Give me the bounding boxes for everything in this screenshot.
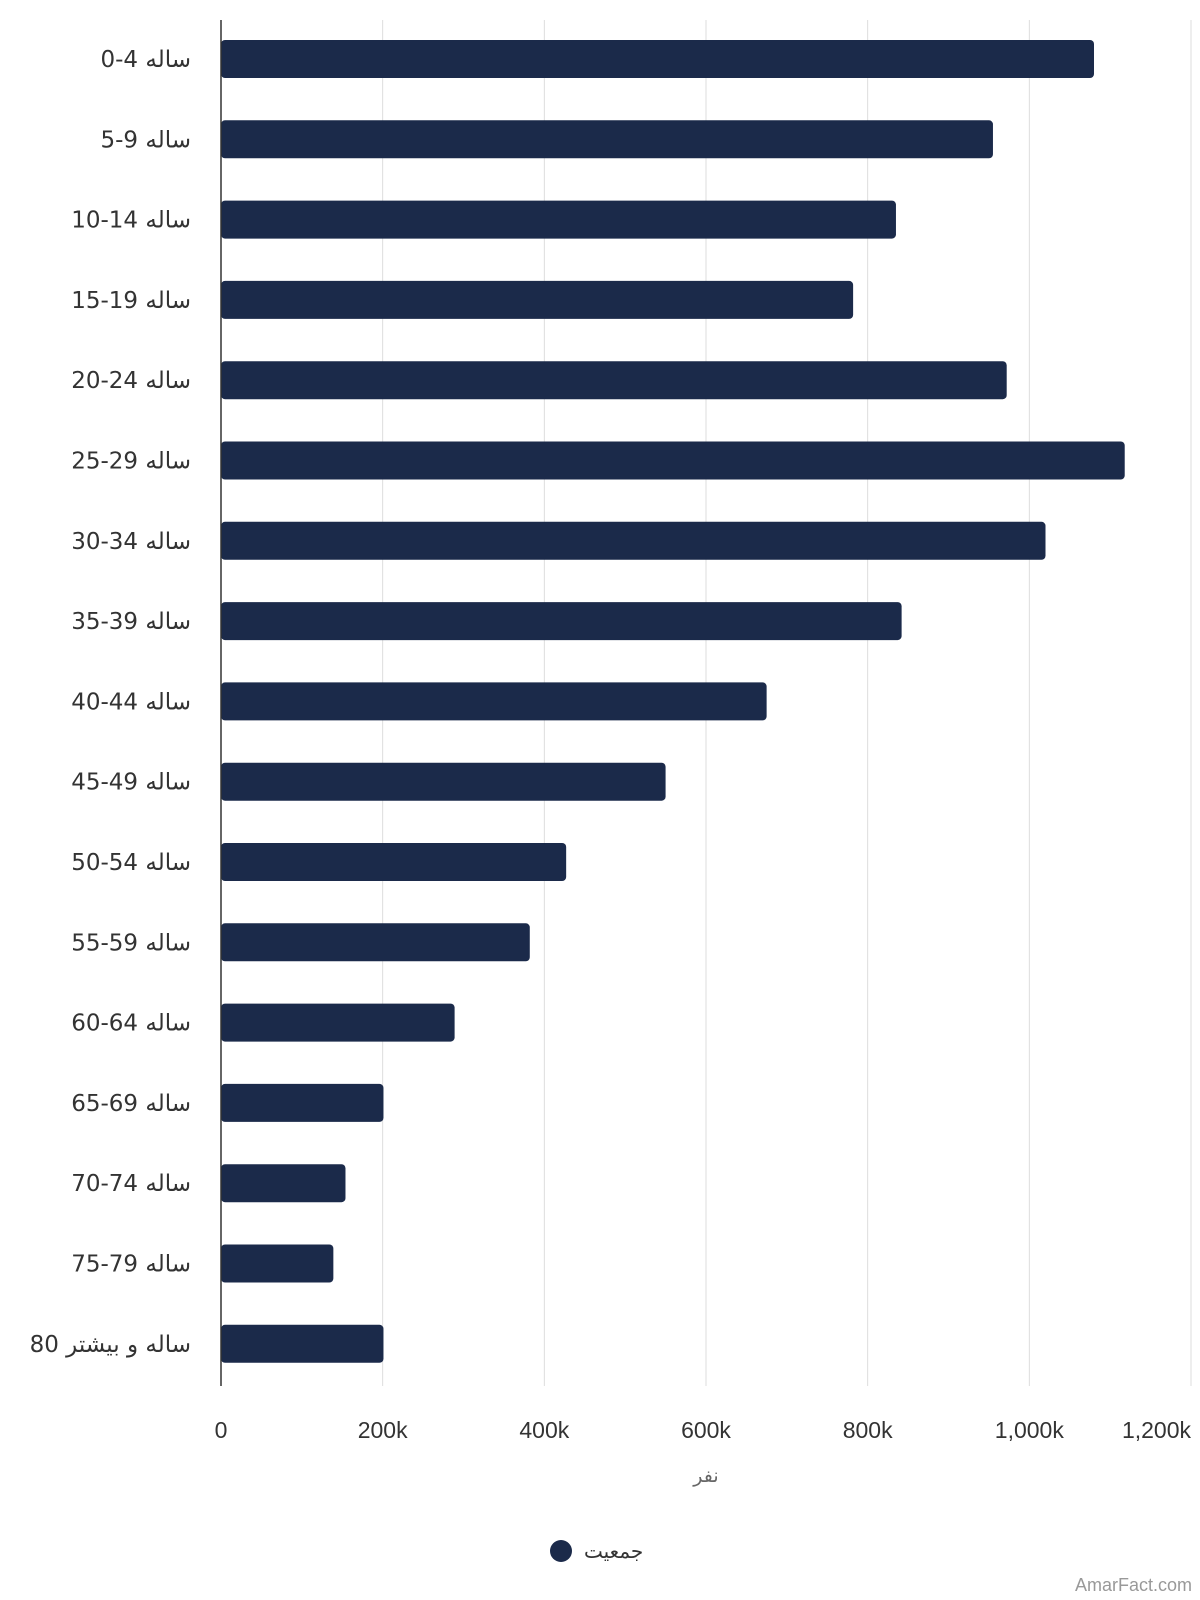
category-label: 20-24 ساله xyxy=(71,368,191,394)
bar[interactable] xyxy=(221,923,530,962)
bar[interactable] xyxy=(221,1083,384,1122)
category-label: 80 ساله و بیشتر xyxy=(30,1332,191,1358)
bar[interactable] xyxy=(221,602,902,641)
x-tick-label: 1,200k xyxy=(1122,1417,1192,1443)
bar[interactable] xyxy=(221,40,1094,78)
bar[interactable] xyxy=(221,762,666,801)
category-label: 30-34 ساله xyxy=(71,529,191,555)
category-labels: 0-4 ساله 5-9 ساله 10-14 ساله 15-19 ساله 20-2… xyxy=(30,47,191,1358)
category-label: 70-74 ساله xyxy=(71,1171,191,1197)
category-label: 0-4 ساله xyxy=(100,47,191,73)
bar[interactable] xyxy=(221,843,567,881)
x-tick-label: 1,000k xyxy=(995,1417,1065,1443)
x-tick-label: 800k xyxy=(843,1417,893,1443)
x-axis-title: نفر xyxy=(692,1465,718,1487)
category-label: 15-19 ساله xyxy=(71,288,191,314)
bar[interactable] xyxy=(221,441,1125,480)
legend[interactable]: جمعیت xyxy=(550,1539,643,1563)
bar[interactable] xyxy=(221,1003,455,1042)
bars xyxy=(221,40,1125,1363)
bar[interactable] xyxy=(221,280,854,319)
credit-text: AmarFact.com xyxy=(1075,1575,1192,1595)
category-label: 35-39 ساله xyxy=(71,609,191,635)
bar[interactable] xyxy=(221,521,1046,560)
bar[interactable] xyxy=(221,682,767,721)
legend-label: جمعیت xyxy=(584,1539,643,1563)
x-tick-label: 0 xyxy=(215,1417,228,1443)
bar[interactable] xyxy=(221,361,1007,400)
category-label: 65-69 ساله xyxy=(71,1091,191,1117)
category-label: 55-59 ساله xyxy=(71,930,191,956)
legend-marker xyxy=(550,1540,572,1562)
bar[interactable] xyxy=(221,120,993,159)
bar[interactable] xyxy=(221,1164,346,1203)
category-label: 25-29 ساله xyxy=(71,449,191,475)
category-label: 40-44 ساله xyxy=(71,689,191,715)
category-label: 60-64 ساله xyxy=(71,1011,191,1037)
category-label: 45-49 ساله xyxy=(71,770,191,796)
bar[interactable] xyxy=(221,1244,334,1283)
x-tick-label: 200k xyxy=(358,1417,408,1443)
x-tick-label: 600k xyxy=(681,1417,731,1443)
x-tick-labels: 0 200k 400k 600k 800k 1,000k 1,200k xyxy=(215,1417,1192,1443)
category-label: 10-14 ساله xyxy=(71,208,191,234)
x-tick-label: 400k xyxy=(519,1417,569,1443)
category-label: 5-9 ساله xyxy=(100,127,191,153)
category-label: 50-54 ساله xyxy=(71,850,191,876)
category-label: 75-79 ساله xyxy=(71,1252,191,1278)
bar[interactable] xyxy=(221,1324,384,1363)
bar[interactable] xyxy=(221,200,896,239)
